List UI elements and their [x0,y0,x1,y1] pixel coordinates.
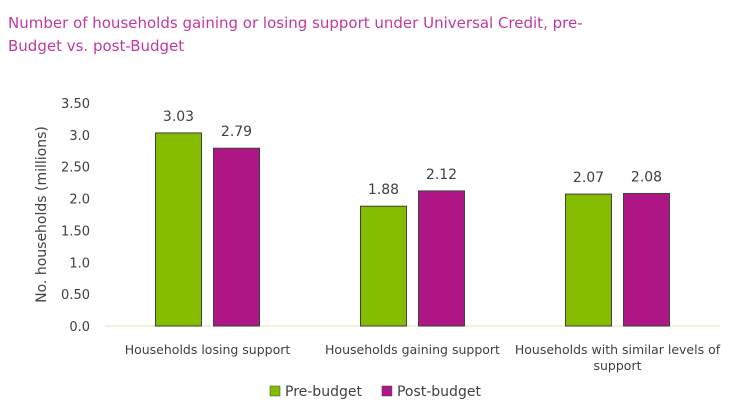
data-label: 3.03 [163,109,194,125]
data-label: 2.08 [631,169,662,185]
bar-post-budget [623,192,670,327]
bar-post-budget [213,147,260,327]
legend-label: Pre-budget [285,384,362,400]
y-tick-label: 0.0 [69,320,90,335]
category-label: Households with similar levels of [515,342,721,357]
data-label: 2.79 [221,124,252,140]
y-axis-title: No. households (millions) [34,126,50,303]
data-label: 2.07 [573,170,604,186]
y-tick-label: 1.0 [69,256,90,271]
bar-post-budget [418,190,465,327]
chart-title: Number of households gaining or losing s… [8,14,583,55]
legend-swatch [269,385,281,397]
y-tick-label: 2.0 [69,193,90,208]
category-label: support [594,358,642,373]
category-label: Households losing support [125,342,291,357]
y-tick-label: 2.50 [61,161,90,176]
y-tick-label: 3.0 [69,129,90,144]
bar-pre-budget [360,205,407,327]
data-label: 2.12 [426,167,457,183]
y-tick-label: 0.50 [61,288,90,303]
bar-pre-budget [155,132,202,327]
data-label: 1.88 [368,182,399,198]
bar-pre-budget [565,193,612,327]
y-tick-label: 3.50 [61,97,90,112]
y-tick-label: 1.50 [61,224,90,239]
category-label: Households gaining support [325,342,500,357]
legend-label: Post-budget [397,384,481,400]
legend-swatch [381,385,393,397]
